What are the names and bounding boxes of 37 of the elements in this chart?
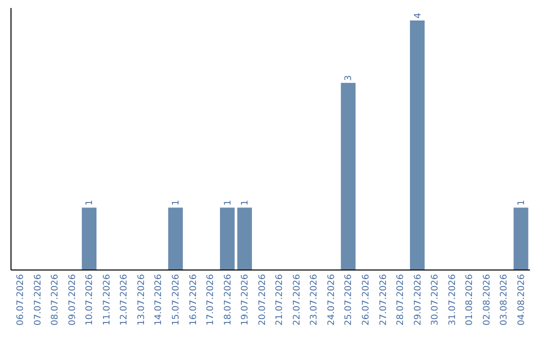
x-tick-label: 10.07.2026 — [85, 274, 96, 326]
x-tick-label: 08.07.2026 — [50, 274, 61, 326]
data-label: 4 — [413, 12, 424, 18]
x-tick-label: 27.07.2026 — [378, 274, 389, 326]
data-label: 1 — [172, 200, 182, 206]
data-label: 1 — [240, 200, 251, 206]
x-tick-label: 06.07.2026 — [16, 274, 26, 326]
x-tick-label: 12.07.2026 — [120, 274, 130, 326]
x-tick-label: 23.07.2026 — [310, 274, 320, 326]
x-tick-label: 20.07.2026 — [258, 274, 268, 326]
x-tick-label: 24.07.2026 — [326, 274, 337, 326]
data-label: 1 — [223, 200, 234, 206]
x-tick-label: 31.07.2026 — [448, 274, 458, 326]
x-tick-label: 16.07.2026 — [188, 274, 199, 326]
x-tick-label: 30.07.2026 — [430, 274, 441, 326]
x-tick-label: 26.07.2026 — [361, 274, 372, 326]
x-tick-label: 28.07.2026 — [396, 274, 406, 326]
x-tick-label: 15.07.2026 — [172, 274, 182, 326]
x-tick-label: 29.07.2026 — [413, 274, 424, 326]
x-tick-label: 09.07.2026 — [68, 274, 78, 326]
data-label: 3 — [344, 75, 354, 81]
x-tick-label: 01.08.2026 — [465, 274, 476, 326]
x-tick-label: 17.07.2026 — [206, 274, 216, 326]
x-tick-label: 07.07.2026 — [33, 274, 44, 326]
x-tick-label: 19.07.2026 — [240, 274, 251, 326]
x-tick-label: 04.08.2026 — [516, 274, 527, 326]
data-label: 1 — [516, 200, 527, 206]
x-tick-label: 02.08.2026 — [482, 274, 492, 326]
x-tick-label: 14.07.2026 — [154, 274, 164, 326]
x-tick-label: 22.07.2026 — [292, 274, 302, 326]
x-tick-label: 13.07.2026 — [136, 274, 147, 326]
data-label: 1 — [85, 200, 96, 206]
x-tick-label: 18.07.2026 — [223, 274, 234, 326]
x-tick-label: 25.07.2026 — [344, 274, 354, 326]
x-tick-label: 03.08.2026 — [500, 274, 510, 326]
x-tick-label: 11.07.2026 — [102, 274, 112, 326]
x-tick-label: 21.07.2026 — [275, 274, 286, 326]
